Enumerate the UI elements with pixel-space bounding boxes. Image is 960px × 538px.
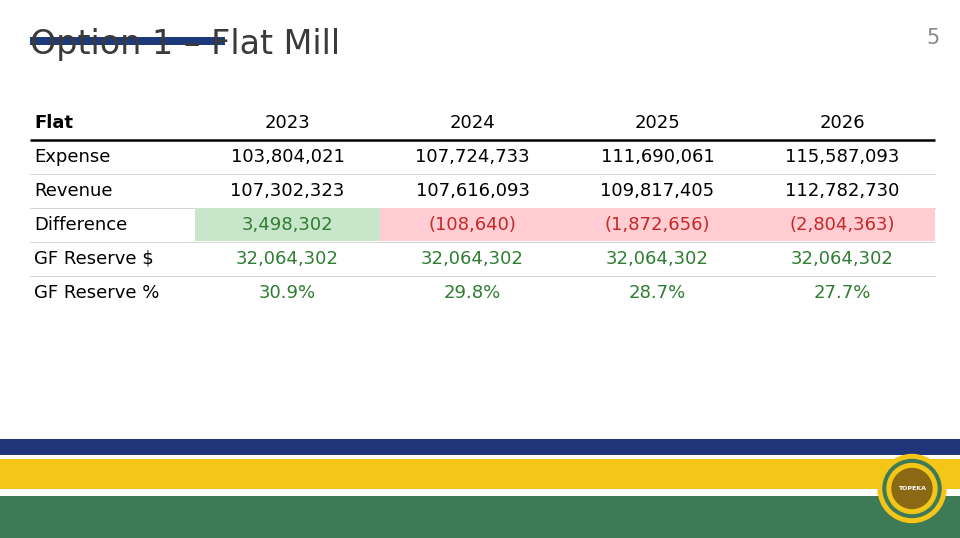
Bar — [565, 208, 750, 241]
Bar — [30, 37, 225, 45]
Text: 107,302,323: 107,302,323 — [230, 182, 345, 200]
Bar — [380, 208, 565, 241]
Bar — [195, 208, 380, 241]
Text: Expense: Expense — [34, 148, 110, 166]
Text: 5: 5 — [926, 28, 940, 48]
Circle shape — [892, 469, 932, 508]
Text: Revenue: Revenue — [34, 182, 112, 200]
Text: 32,064,302: 32,064,302 — [606, 250, 708, 268]
Text: 27.7%: 27.7% — [814, 284, 871, 302]
Text: Option 1 – Flat Mill: Option 1 – Flat Mill — [30, 28, 340, 61]
Text: (2,804,363): (2,804,363) — [790, 216, 896, 234]
Bar — [0, 489, 960, 496]
Text: 109,817,405: 109,817,405 — [600, 182, 714, 200]
Text: 107,616,093: 107,616,093 — [416, 182, 530, 200]
Text: Flat: Flat — [34, 114, 73, 132]
Text: 32,064,302: 32,064,302 — [421, 250, 524, 268]
Text: 2026: 2026 — [820, 114, 865, 132]
Bar — [0, 455, 960, 459]
Text: 115,587,093: 115,587,093 — [785, 148, 900, 166]
Text: GF Reserve %: GF Reserve % — [34, 284, 159, 302]
Text: 32,064,302: 32,064,302 — [236, 250, 339, 268]
Text: (108,640): (108,640) — [428, 216, 516, 234]
Text: 112,782,730: 112,782,730 — [785, 182, 900, 200]
Bar — [750, 208, 935, 241]
Circle shape — [878, 455, 946, 522]
Bar — [0, 439, 960, 455]
Bar — [0, 496, 960, 538]
Text: 103,804,021: 103,804,021 — [230, 148, 345, 166]
Text: 111,690,061: 111,690,061 — [601, 148, 714, 166]
Text: 29.8%: 29.8% — [444, 284, 501, 302]
Text: 2025: 2025 — [635, 114, 681, 132]
Text: 2024: 2024 — [449, 114, 495, 132]
Text: 107,724,733: 107,724,733 — [415, 148, 530, 166]
Text: TOPEKA: TOPEKA — [898, 486, 926, 491]
Circle shape — [887, 464, 937, 513]
Text: 2023: 2023 — [265, 114, 310, 132]
Text: 30.9%: 30.9% — [259, 284, 316, 302]
Text: 32,064,302: 32,064,302 — [791, 250, 894, 268]
Text: 3,498,302: 3,498,302 — [242, 216, 333, 234]
Text: (1,872,656): (1,872,656) — [605, 216, 710, 234]
Text: Difference: Difference — [34, 216, 128, 234]
Bar — [0, 459, 960, 489]
Circle shape — [883, 459, 941, 518]
Text: GF Reserve $: GF Reserve $ — [34, 250, 154, 268]
Text: 28.7%: 28.7% — [629, 284, 686, 302]
